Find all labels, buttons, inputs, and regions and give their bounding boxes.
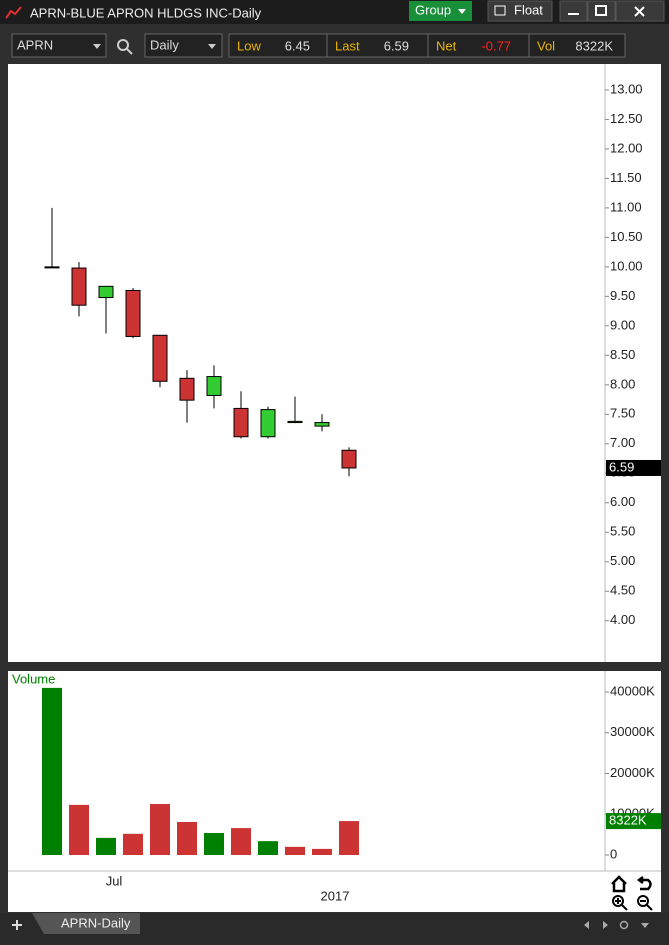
candle-body (233, 407, 249, 438)
tab[interactable] (32, 913, 140, 934)
volume-bar (204, 832, 224, 855)
volume-bar (96, 837, 116, 855)
zoom-in-mark (615, 898, 628, 911)
home-icon[interactable] (611, 875, 627, 893)
x-sublabel: 2017 (321, 888, 350, 903)
y-tick-label: 5.50 (610, 524, 635, 539)
y-tick-label: 4.50 (610, 583, 635, 598)
candle-body (125, 289, 141, 337)
last-price-label: 6.59 (609, 459, 634, 474)
y-tick-label: 8.50 (610, 347, 635, 362)
period-text[interactable]: Daily (150, 37, 179, 52)
candle-body (71, 267, 87, 306)
tab-refresh[interactable] (619, 920, 629, 930)
search-icon[interactable] (117, 39, 129, 51)
search-handle (126, 48, 133, 55)
period-select[interactable] (144, 33, 223, 58)
volume-bar (123, 833, 143, 855)
last-price-box (606, 459, 661, 476)
candle-body (179, 377, 195, 401)
y-tick-label: 7.50 (610, 406, 635, 421)
x-tick-label: Jul (106, 873, 123, 888)
y-tick-label: 11.00 (610, 199, 642, 214)
zoom-out-mark (640, 900, 653, 911)
y-tick-label: 8.00 (610, 376, 635, 391)
y-tick-label: 12.50 (610, 111, 643, 126)
symbol-input[interactable] (11, 33, 107, 58)
zoom-out-icon[interactable] (637, 895, 649, 907)
volume-bar (42, 687, 62, 855)
last-label: Last (335, 38, 360, 53)
minimize-button[interactable] (559, 0, 588, 22)
y-tick-label: 4.00 (610, 612, 635, 627)
candle-body (341, 449, 357, 469)
float-icon (494, 5, 506, 16)
vol-label: Vol (537, 38, 555, 53)
close-icon (634, 6, 645, 17)
tab-prev[interactable] (584, 921, 589, 929)
period-arrow (208, 44, 216, 49)
candle-body (152, 334, 168, 382)
float-label[interactable]: Float (514, 2, 543, 17)
y-tick-label: 9.00 (610, 317, 635, 332)
group-label[interactable]: Group (415, 2, 451, 17)
candle-body (98, 285, 114, 299)
tab-label[interactable]: APRN-Daily (61, 915, 131, 930)
volume-panel (8, 671, 661, 912)
low-label: Low (237, 38, 261, 53)
y-tick-label: 6.00 (610, 494, 635, 509)
app-icon (5, 6, 22, 19)
y-tick-label: 11.50 (610, 170, 642, 185)
volume-bar (258, 841, 278, 855)
last-volume-label: 8322K (609, 813, 647, 828)
vol-value: 8322K (575, 38, 613, 53)
undo-icon[interactable] (636, 876, 652, 891)
last-volume-box (606, 813, 661, 830)
symbol-text[interactable]: APRN (17, 37, 53, 52)
y-tick-label: 7.00 (610, 435, 635, 450)
group-button[interactable] (409, 1, 472, 21)
candle-body (44, 266, 60, 269)
candle-body (206, 376, 222, 396)
volume-bar (312, 848, 332, 855)
symbol-arrow (93, 44, 101, 49)
window-title: APRN-BLUE APRON HLDGS INC-Daily (30, 5, 262, 20)
y-tick-label: 30000K (610, 724, 655, 739)
volume-title: Volume (12, 671, 55, 686)
last-value: 6.59 (384, 38, 409, 53)
volume-bar (231, 828, 251, 855)
y-tick-label: 20000K (610, 765, 655, 780)
title-bar (0, 0, 669, 24)
net-label: Net (436, 38, 457, 53)
quote-bar (228, 33, 626, 58)
candle-body (314, 422, 330, 427)
tab-menu[interactable] (641, 923, 649, 928)
maximize-button[interactable] (587, 0, 616, 22)
volume-bar (69, 804, 89, 855)
volume-bar (285, 846, 305, 855)
zoom-in-icon[interactable] (612, 895, 624, 907)
add-tab[interactable] (12, 920, 22, 930)
tab-next[interactable] (603, 921, 608, 929)
group-arrow (458, 9, 466, 14)
y-tick-label: 40000K (610, 683, 655, 698)
y-tick-label: 10.00 (610, 258, 643, 273)
maximize-icon (595, 5, 607, 16)
volume-bar (150, 804, 170, 855)
y-tick-label: 10.50 (610, 229, 643, 244)
low-value: 6.45 (285, 38, 310, 53)
candle-body (260, 409, 276, 438)
y-tick-label: 0 (610, 846, 617, 861)
volume-bar (177, 821, 197, 855)
price-panel (8, 64, 661, 662)
net-value: -0.77 (481, 38, 511, 53)
y-tick-label: 5.00 (610, 553, 635, 568)
volume-bar (339, 821, 359, 855)
y-tick-label: 9.50 (610, 288, 635, 303)
candle-body (287, 420, 303, 424)
y-tick-label: 13.00 (610, 81, 643, 96)
y-tick-label: 12.00 (610, 140, 643, 155)
